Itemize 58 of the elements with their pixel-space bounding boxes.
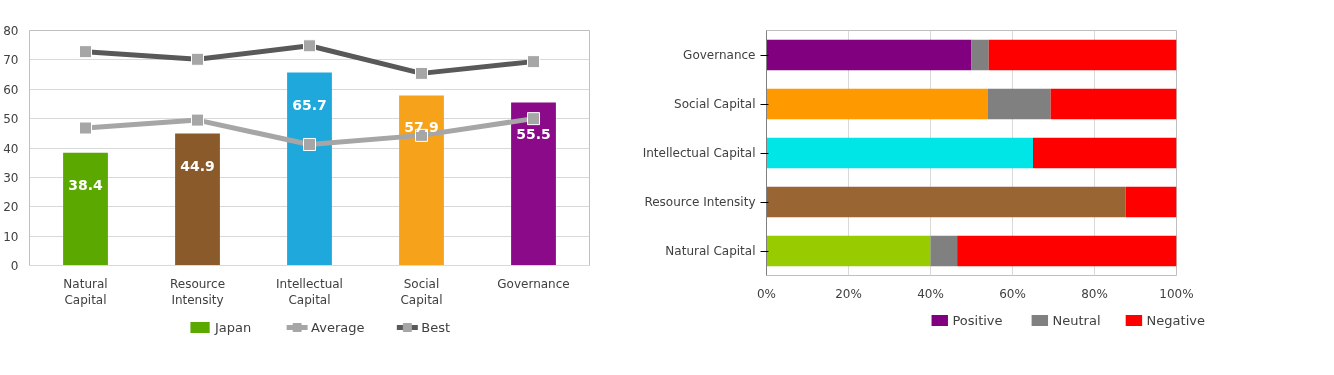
y-tick-label: 30 <box>3 170 19 185</box>
point <box>527 112 540 126</box>
y-tick-label: 10 <box>3 229 19 244</box>
x-tick-label: Governance <box>497 276 570 291</box>
y-tick-label: 20 <box>3 200 19 215</box>
legend-label: Neutral <box>1052 313 1101 328</box>
data-label: 55.5 <box>516 126 551 143</box>
x-tick-label: Natural Capital <box>63 276 108 308</box>
bar <box>766 186 1126 218</box>
bar <box>987 88 1051 120</box>
x-tick-label: 80% <box>1081 286 1108 301</box>
point <box>79 121 92 135</box>
legend-label: Japan <box>213 320 252 335</box>
y-tick-label: 70 <box>3 53 19 68</box>
y-tick-label: 40 <box>3 141 19 156</box>
y-tick-label: Resource Intensity <box>644 195 756 209</box>
legend-label: Average <box>311 320 365 335</box>
bar <box>63 152 108 266</box>
y-tick-label: 0 <box>10 259 19 273</box>
y-tick-label: 60 <box>3 82 19 97</box>
x-tick-label: 20% <box>835 286 862 301</box>
y-tick-label: Intellectual Capital <box>642 146 756 160</box>
bar <box>957 235 1177 267</box>
bar <box>930 235 958 267</box>
bar <box>766 88 988 120</box>
bar <box>287 72 332 266</box>
y-tick-label: 50 <box>3 112 19 127</box>
x-tick-label: 100% <box>1159 286 1194 301</box>
point <box>303 137 316 151</box>
bar <box>988 39 1177 71</box>
bar <box>399 95 444 266</box>
data-label: 57.9 <box>404 119 439 136</box>
legend-label: Negative <box>1146 313 1205 328</box>
y-tick-label: Natural Capital <box>665 244 756 258</box>
y-tick-label: 80 <box>3 24 19 38</box>
x-tick-label: 0% <box>756 286 777 301</box>
y-tick-label: Governance <box>683 48 756 62</box>
bar <box>175 133 220 266</box>
bar <box>1033 137 1177 169</box>
x-tick-label: 60% <box>999 286 1026 301</box>
bar <box>971 39 989 71</box>
point <box>191 113 204 127</box>
legend-label: Best <box>421 320 451 335</box>
x-tick-label: Social Capital <box>400 276 443 308</box>
bar <box>766 137 1033 169</box>
bar <box>766 39 972 71</box>
x-tick-label: Intellectual Capital <box>276 276 343 308</box>
y-tick-label: Social Capital <box>674 97 756 111</box>
data-label: 44.9 <box>180 157 215 174</box>
x-tick-label: Resource Intensity <box>169 276 226 308</box>
data-label: 38.4 <box>68 176 104 193</box>
x-tick-label: 40% <box>917 286 944 301</box>
data-label: 65.7 <box>292 96 327 113</box>
bar <box>766 235 931 267</box>
bar <box>1050 88 1177 120</box>
bar <box>1125 186 1177 218</box>
legend-label: Positive <box>952 313 1003 328</box>
bar <box>511 102 556 266</box>
